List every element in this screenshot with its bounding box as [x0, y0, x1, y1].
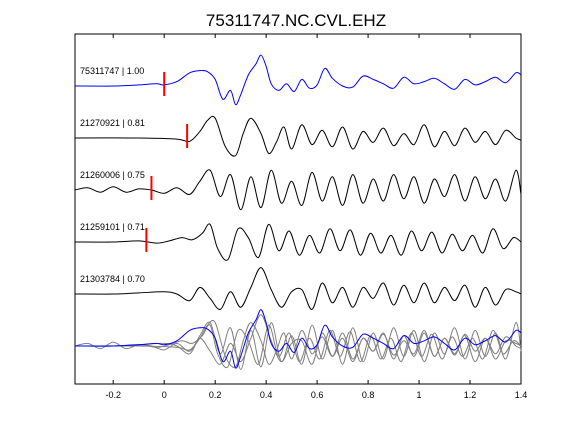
overlay-trace-line — [74, 314, 522, 365]
x-tick-label: 1.2 — [464, 390, 477, 400]
overlay-trace-line — [74, 321, 522, 370]
x-tick-label: 0.2 — [209, 390, 222, 400]
trace-line — [74, 223, 522, 261]
trace-line — [74, 54, 522, 106]
overlay-template-line — [74, 309, 522, 369]
trace-label: 21259101 | 0.71 — [80, 222, 145, 232]
overlay-panel — [74, 309, 522, 370]
x-tick-label: 1 — [417, 390, 422, 400]
chart-title: 75311747.NC.CVL.EHZ — [206, 11, 386, 30]
trace-label: 21270921 | 0.81 — [80, 118, 145, 128]
trace-line — [74, 169, 522, 211]
x-tick-label: 0.4 — [260, 390, 273, 400]
x-tick-label: 0.8 — [362, 390, 375, 400]
trace-label: 21303784 | 0.70 — [80, 274, 145, 284]
x-tick-label: 0 — [162, 390, 167, 400]
x-tick-label: 1.4 — [515, 390, 528, 400]
trace-line — [74, 267, 522, 310]
trace-label: 75311747 | 1.00 — [80, 66, 144, 76]
x-tick-label: 0.6 — [311, 390, 324, 400]
trace-label: 21260006 | 0.75 — [80, 170, 145, 180]
x-axis: -0.2 0 0.2 0.4 0.6 0.8 1 1.2 1.4 — [105, 34, 527, 400]
x-tick-label: -0.2 — [105, 390, 121, 400]
trace-line — [74, 115, 522, 157]
trace-panel: 75311747 | 1.00 21270921 | 0.81 21260006 |… — [74, 54, 522, 310]
plot-frame — [74, 33, 522, 385]
